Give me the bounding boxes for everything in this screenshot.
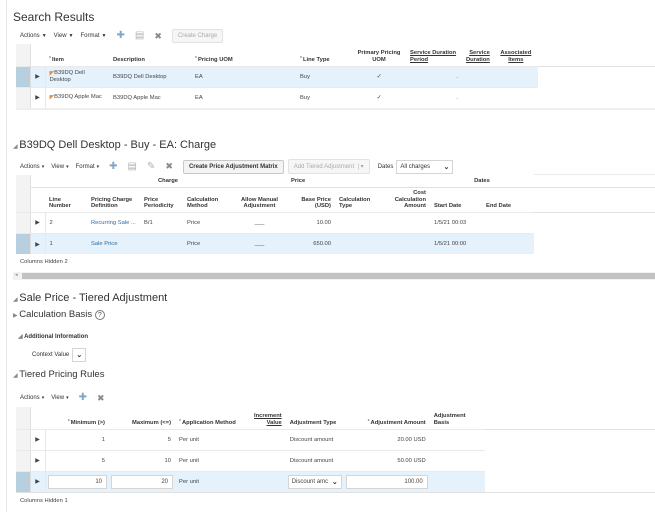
add-icon[interactable]: ✚ [78,392,88,403]
check-icon: ✓ [352,86,406,108]
tiered-pricing-rules-header[interactable]: ◢ Tiered Pricing Rules [13,369,105,380]
horizontal-scrollbar[interactable]: ◂ [13,272,655,280]
tiered-section-header[interactable]: ◢ Sale Price - Tiered Adjustment [13,292,168,304]
actions-menu[interactable]: Actions ▾ [20,163,45,170]
view-menu[interactable]: View ▾ [51,163,69,170]
search-results-table: *Item Description *Pricing UOM *Line Typ… [16,44,655,110]
table-row[interactable]: ▶ 2 Recurring Sale ... B/1 Price ___ 10.… [16,211,655,234]
context-value-field: Context Value ⌄ [32,348,87,362]
expand-icon[interactable]: ▶ [30,211,46,234]
add-icon[interactable]: ✚ [109,160,118,172]
adjustment-type-select[interactable]: Discount amc ⌄ [287,474,342,489]
search-results-toolbar: Actions ▼ View ▼ Format ▼ ✚ ▤ ✖ Create Char… [20,29,224,43]
close-icon[interactable]: ✖ [165,161,173,171]
add-icon[interactable]: ✚ [116,30,125,41]
table-row[interactable]: ▶ ◤B39DQ Apple Mac B39DQ Apple Mac EA Bu… [16,86,655,108]
expand-icon[interactable]: ▶ [30,65,46,87]
view-menu[interactable]: View ▾ [51,395,69,401]
rules-columns-hidden: Columns Hidden 1 [20,498,68,504]
table-row[interactable]: ▶ 1 Sale Price Price ___ 650.00 1/5/21 0… [16,232,655,255]
adjustment-amount-input[interactable]: 100.00 [345,474,428,489]
charge-columns-hidden: Columns Hidden 2 [20,259,68,265]
charge-toolbar: Actions ▾ View ▾ Format ▾ ✚ ▤ ✎ ✖ Create Pr… [20,159,454,174]
format-menu[interactable]: Format ▾ [75,163,100,170]
expand-icon[interactable]: ▶ [30,428,46,450]
charge-section-header[interactable]: ◢ B39DQ Dell Desktop - Buy - EA: Charge [13,139,217,151]
minimum-input[interactable]: 10 [47,474,107,489]
table-row[interactable]: ▶ 10 20 Per unit Discount amc ⌄ 100.00 [16,470,655,492]
check-icon: ✓ [352,65,406,87]
create-charge-button[interactable]: Create Charge [171,29,224,43]
dates-select[interactable]: All charges ⌄ [396,159,454,174]
tiered-rules-table: *Minimum (>) Maximum (<=) *Application M… [16,407,655,493]
help-icon[interactable]: ? [94,310,105,320]
delete-icon[interactable]: ▤ [127,160,137,172]
create-price-adjustment-matrix-button[interactable]: Create Price Adjustment Matrix [182,159,284,174]
left-border [6,0,7,512]
charge-table: Charge Price Dates Line Number Pricing C… [16,174,655,255]
close-icon[interactable]: ✖ [97,392,105,403]
delete-icon[interactable]: ▤ [134,30,145,41]
table-row[interactable]: ▶ 1 5 Per unit Discount amount 20.00 USD [16,428,655,450]
charge-definition-link[interactable]: Recurring Sale ... [87,211,140,234]
charge-definition-link[interactable]: Sale Price [87,232,140,255]
search-results-title: Search Results [13,10,95,24]
context-value-select[interactable]: ⌄ [72,348,87,362]
close-icon[interactable]: ✖ [154,30,162,41]
rules-toolbar: Actions ▾ View ▾ ✚ ✖ [20,393,115,403]
table-row[interactable]: ▶ 5 10 Per unit Discount amount 50.00 US… [16,449,655,471]
scroll-left-icon[interactable]: ◂ [15,272,18,278]
add-tiered-adjustment-button[interactable]: Add Tiered Adjustment | ▾ [287,159,370,174]
actions-menu[interactable]: Actions ▼ [20,33,47,39]
maximum-input[interactable]: 20 [111,474,173,489]
edit-icon[interactable]: ✎ [147,160,156,172]
additional-information-header[interactable]: ◢ Additional Information [18,334,89,340]
expand-icon[interactable]: ▶ [30,470,46,492]
view-menu[interactable]: View ▼ [53,33,74,39]
table-row[interactable]: ▶ ◤B39DQ Dell Desktop B39DQ Dell Desktop… [16,65,655,87]
expand-icon[interactable]: ▶ [30,232,46,255]
expand-icon[interactable]: ▶ [30,449,46,471]
actions-menu[interactable]: Actions ▾ [20,395,45,401]
calculation-basis-header[interactable]: ▶ Calculation Basis ? [13,309,105,320]
expand-icon[interactable]: ▶ [30,86,46,108]
format-menu[interactable]: Format ▼ [80,33,107,39]
